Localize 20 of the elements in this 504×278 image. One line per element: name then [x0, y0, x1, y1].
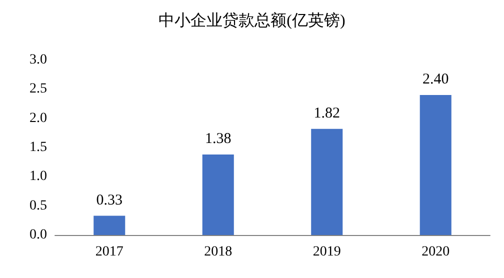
- bar: [94, 216, 126, 235]
- data-label: 1.82: [314, 105, 340, 122]
- bar: [202, 154, 234, 235]
- bar: [420, 95, 452, 235]
- y-tick-label: 2.5: [30, 82, 47, 97]
- x-tick-label: 2017: [95, 244, 124, 260]
- data-label: 1.38: [205, 131, 232, 147]
- x-tick-label: 2020: [422, 244, 450, 260]
- y-tick-label: 0.0: [30, 228, 47, 242]
- y-tick-label: 2.0: [30, 110, 47, 126]
- y-tick-label: 0.5: [30, 198, 47, 214]
- chart-title: 中小企业贷款总额(亿英镑): [158, 12, 346, 30]
- y-tick-label: 3.0: [30, 52, 47, 68]
- y-tick-label: 1.5: [30, 140, 47, 155]
- y-tick-label: 1.0: [30, 169, 47, 184]
- x-tick-label: 2019: [312, 244, 341, 260]
- x-tick-label: 2018: [204, 244, 232, 260]
- data-label: 0.33: [96, 192, 122, 208]
- bar: [311, 128, 343, 235]
- data-label: 2.40: [422, 72, 449, 88]
